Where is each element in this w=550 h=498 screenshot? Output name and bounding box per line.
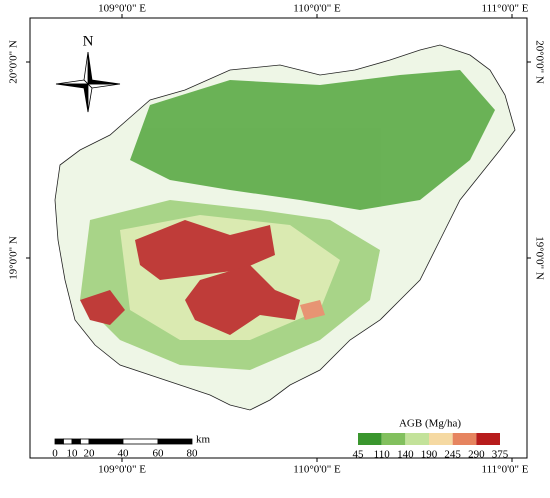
scale-segment xyxy=(157,438,193,445)
legend-break: 110 xyxy=(374,449,391,461)
lon-label: 110°0'0" E xyxy=(293,464,341,476)
lat-label: 19°0'0" N xyxy=(8,236,20,280)
legend: AGB (Mg/ha) 45 110 140 190 245 290 375 xyxy=(353,418,509,461)
legend-swatch xyxy=(476,433,500,445)
lon-label: 109°0'0" E xyxy=(98,464,146,476)
lon-label: 111°0'0" E xyxy=(481,3,528,15)
lon-label: 109°0'0" E xyxy=(98,3,146,15)
lon-label: 110°0'0" E xyxy=(293,3,341,15)
forest-cover xyxy=(80,70,495,370)
scale-label: 80 xyxy=(187,448,199,460)
scale-label: 40 xyxy=(118,448,130,460)
scale-segment xyxy=(54,438,64,445)
graticule-ticks xyxy=(26,14,531,462)
scale-bar: 0 10 20 40 60 80 km xyxy=(52,434,210,460)
scale-unit: km xyxy=(196,434,211,446)
scale-segment xyxy=(80,438,90,445)
legend-swatch xyxy=(381,433,406,445)
scale-label: 20 xyxy=(84,448,96,460)
legend-break: 375 xyxy=(492,449,509,461)
legend-break: 190 xyxy=(421,449,438,461)
legend-swatch xyxy=(405,433,429,445)
north-arrow xyxy=(55,51,121,113)
lon-label: 111°0'0" E xyxy=(481,464,528,476)
legend-swatch xyxy=(452,433,477,445)
scale-segment xyxy=(71,438,81,445)
legend-break: 45 xyxy=(353,449,365,461)
legend-break: 290 xyxy=(468,449,485,461)
scale-segment xyxy=(88,438,124,445)
scale-segment xyxy=(63,438,73,445)
lat-label: 19°0'0" N xyxy=(533,236,545,280)
legend-break: 140 xyxy=(397,449,414,461)
scale-label: 10 xyxy=(67,448,79,460)
lat-label: 20°0'0" N xyxy=(8,40,20,84)
legend-title: AGB (Mg/ha) xyxy=(399,418,461,430)
legend-swatch xyxy=(358,433,382,445)
scale-label: 0 xyxy=(52,448,58,460)
scale-label: 60 xyxy=(153,448,165,460)
legend-break: 245 xyxy=(444,449,461,461)
scale-segment xyxy=(122,438,159,445)
lat-label: 20°0'0" N xyxy=(533,40,545,84)
north-label: N xyxy=(83,33,94,49)
legend-swatch xyxy=(429,433,453,445)
